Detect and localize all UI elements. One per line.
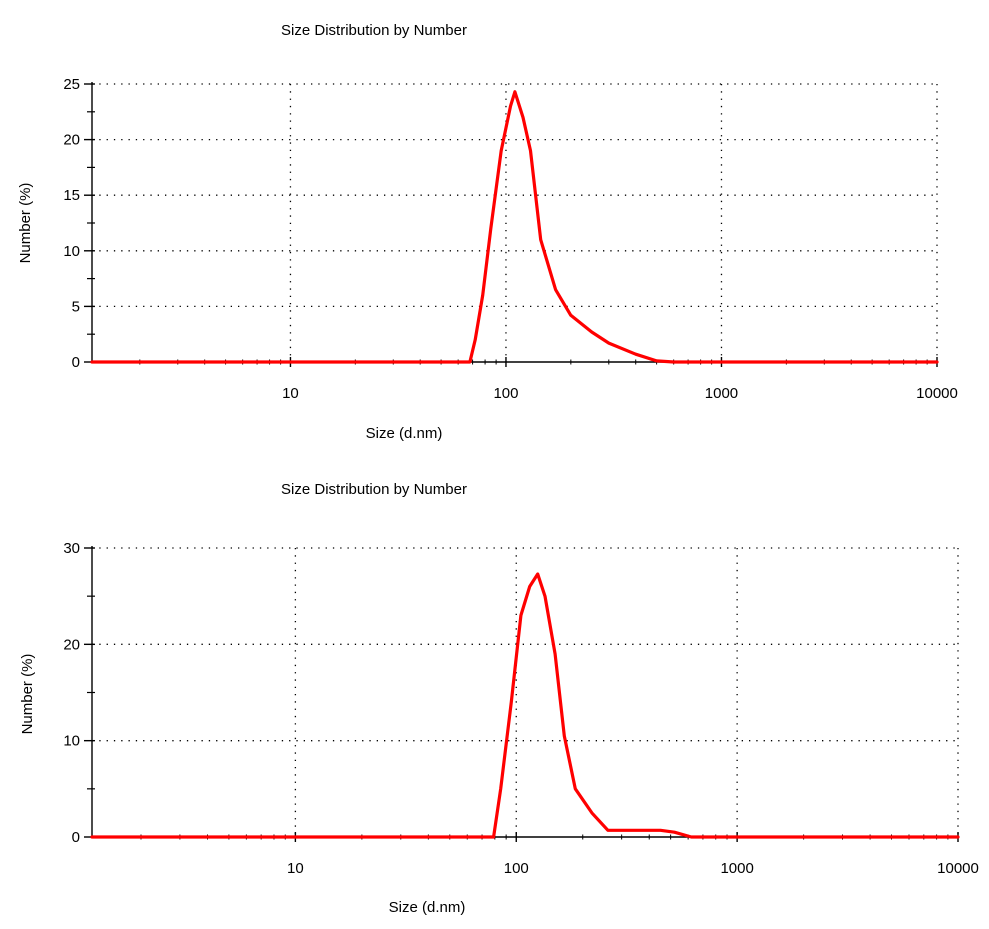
x-tick-label: 100 — [493, 385, 518, 402]
x-tick-label: 10 — [287, 860, 304, 877]
x-axis-label: Size (d.nm) — [366, 425, 443, 442]
chart-title: Size Distribution by Number — [281, 481, 467, 498]
y-tick-label: 0 — [72, 354, 80, 371]
y-axis-label: Number (%) — [17, 183, 34, 264]
x-tick-label: 10 — [282, 385, 299, 402]
y-tick-label: 10 — [63, 733, 80, 750]
x-tick-label: 1000 — [705, 385, 738, 402]
y-tick-label: 30 — [63, 540, 80, 557]
y-tick-label: 0 — [72, 829, 80, 846]
series-line — [90, 572, 960, 839]
chart-bottom: Size Distribution by Number Number (%) S… — [19, 481, 979, 916]
y-tick-label: 10 — [63, 243, 80, 260]
x-tick-label: 1000 — [720, 860, 753, 877]
y-tick-label: 20 — [63, 132, 80, 149]
y-tick-label: 25 — [63, 76, 80, 93]
y-tick-label: 15 — [63, 187, 80, 204]
y-axis-label: Number (%) — [19, 654, 36, 735]
x-tick-label: 100 — [504, 860, 529, 877]
y-tick-label: 20 — [63, 636, 80, 653]
chart-title: Size Distribution by Number — [281, 22, 467, 39]
series-line — [90, 90, 939, 364]
y-tick-label: 5 — [72, 298, 80, 315]
x-tick-label: 10000 — [916, 385, 958, 402]
x-axis-label: Size (d.nm) — [389, 899, 466, 916]
x-tick-label: 10000 — [937, 860, 979, 877]
chart-top: Size Distribution by Number Number (%) S… — [17, 22, 958, 442]
